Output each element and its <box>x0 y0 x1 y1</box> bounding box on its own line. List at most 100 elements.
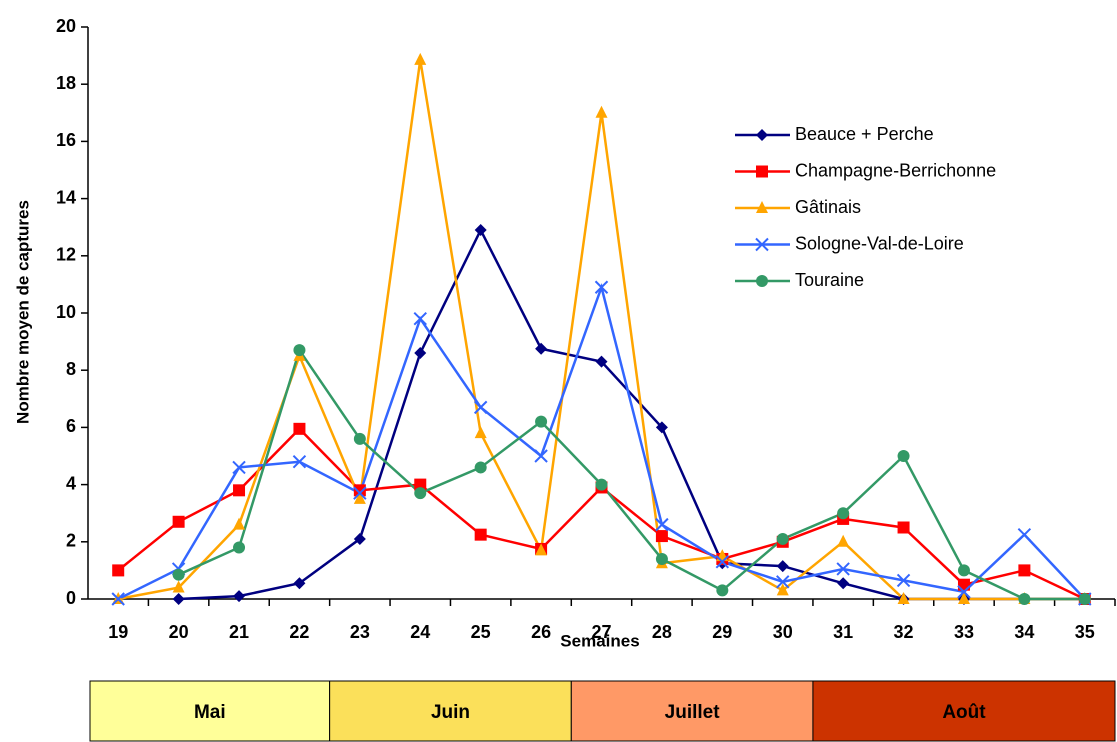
point <box>353 432 366 445</box>
point <box>836 562 850 576</box>
point <box>414 52 427 65</box>
month-label: Juin <box>431 702 470 723</box>
point <box>1078 593 1091 605</box>
point <box>233 541 246 554</box>
point <box>896 573 911 588</box>
legend-marker <box>756 201 768 213</box>
legend-marker <box>756 275 768 287</box>
point <box>353 486 367 500</box>
point <box>655 530 668 543</box>
point <box>655 421 668 434</box>
point <box>595 105 608 118</box>
legend-item: Gâtinais <box>735 197 861 217</box>
point <box>353 491 366 504</box>
point <box>535 543 548 556</box>
point <box>837 507 850 520</box>
point <box>776 560 789 573</box>
legend-marker <box>756 165 768 178</box>
legend-label: Champagne-Berrichonne <box>795 160 996 180</box>
point <box>837 534 850 547</box>
point <box>957 585 971 599</box>
point <box>595 355 608 368</box>
series-line <box>117 59 1085 601</box>
y-tick-label: 20 <box>56 16 76 36</box>
x-tick-label: 24 <box>410 622 430 642</box>
point <box>293 344 306 357</box>
x-tick-label: 20 <box>169 622 189 642</box>
point <box>595 478 608 491</box>
legend-item: Sologne-Val-de-Loire <box>735 233 964 253</box>
point <box>172 515 185 528</box>
point <box>655 517 669 532</box>
point <box>535 342 548 355</box>
legend-label: Sologne-Val-de-Loire <box>795 233 964 253</box>
y-tick-label: 0 <box>66 588 76 608</box>
series-line <box>117 282 1086 601</box>
point <box>232 460 246 475</box>
x-axis-title: Semaines <box>560 631 639 650</box>
point <box>957 564 970 577</box>
point <box>233 484 246 497</box>
point <box>353 532 366 545</box>
x-tick-label: 19 <box>108 622 128 642</box>
point <box>353 484 366 497</box>
x-tick-label: 31 <box>833 622 853 642</box>
x-tick-label: 35 <box>1075 622 1095 642</box>
x-tick-label: 28 <box>652 622 672 642</box>
y-tick-label: 4 <box>66 473 76 493</box>
y-axis-title: Nombre moyen de captures <box>13 200 32 424</box>
point <box>776 532 789 545</box>
point <box>715 555 730 569</box>
point <box>414 487 427 500</box>
point <box>655 552 668 565</box>
x-tick-label: 30 <box>773 622 793 642</box>
point <box>594 280 609 294</box>
y-tick-label: 14 <box>56 187 76 207</box>
x-tick-label: 22 <box>289 622 309 642</box>
legend-marker <box>755 237 769 252</box>
point <box>474 528 487 541</box>
point <box>897 521 910 534</box>
x-tick-label: 27 <box>591 622 611 642</box>
point <box>292 455 307 469</box>
month-label: Mai <box>194 702 226 723</box>
legend-label: Gâtinais <box>795 197 861 217</box>
point <box>776 583 789 596</box>
point <box>293 422 306 435</box>
point <box>716 584 729 597</box>
point <box>172 568 185 581</box>
point <box>112 564 125 577</box>
point <box>473 400 488 415</box>
point <box>897 592 910 604</box>
point <box>1017 527 1032 542</box>
x-tick-label: 34 <box>1014 622 1034 642</box>
month-band <box>329 680 572 742</box>
x-tick-label: 25 <box>471 622 491 642</box>
x-tick-label: 32 <box>894 622 914 642</box>
point <box>1018 564 1031 577</box>
legend-label: Touraine <box>795 270 864 290</box>
month-label: Juillet <box>665 702 721 723</box>
point <box>233 517 246 530</box>
series-line <box>178 347 1085 601</box>
point <box>474 426 487 439</box>
point <box>413 312 427 326</box>
legend-item: Champagne-Berrichonne <box>735 160 996 180</box>
legend-marker <box>756 129 768 141</box>
point <box>233 590 246 603</box>
y-tick-label: 12 <box>56 245 76 265</box>
x-tick-label: 33 <box>954 622 974 642</box>
x-tick-label: 26 <box>531 622 551 642</box>
point <box>172 580 185 593</box>
month-band <box>812 680 1116 742</box>
y-tick-label: 6 <box>66 416 76 436</box>
point <box>474 461 487 474</box>
point <box>534 449 548 463</box>
x-tick-label: 29 <box>712 622 732 642</box>
point <box>111 592 125 606</box>
y-tick-label: 2 <box>66 531 76 551</box>
point <box>535 415 548 428</box>
y-tick-label: 8 <box>66 359 76 379</box>
point <box>837 577 850 590</box>
